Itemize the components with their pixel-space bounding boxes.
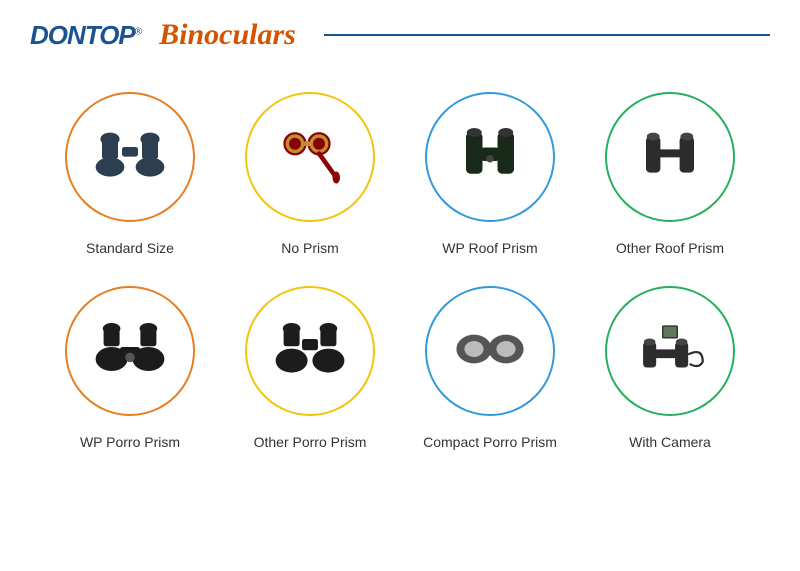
- product-label: Other Roof Prism: [616, 240, 724, 256]
- product-item[interactable]: Other Roof Prism: [590, 92, 750, 256]
- product-circle: [425, 92, 555, 222]
- product-item[interactable]: WP Porro Prism: [50, 286, 210, 450]
- binoculars-icon: [450, 319, 530, 384]
- product-label: Compact Porro Prism: [423, 434, 557, 450]
- product-item[interactable]: Other Porro Prism: [230, 286, 390, 450]
- product-item[interactable]: Standard Size: [50, 92, 210, 256]
- product-item[interactable]: No Prism: [230, 92, 390, 256]
- product-label: WP Porro Prism: [80, 434, 180, 450]
- binoculars-icon: [450, 125, 530, 190]
- product-circle: [605, 286, 735, 416]
- product-label: Standard Size: [86, 240, 174, 256]
- product-circle: [65, 286, 195, 416]
- brand-logo: DONTOP®: [30, 20, 141, 51]
- binoculars-icon: [270, 319, 350, 384]
- product-label: No Prism: [281, 240, 339, 256]
- binoculars-icon: [630, 319, 710, 384]
- binoculars-icon: [630, 125, 710, 190]
- binoculars-icon: [90, 125, 170, 190]
- header-rule: [324, 34, 770, 36]
- product-circle: [425, 286, 555, 416]
- product-circle: [65, 92, 195, 222]
- product-circle: [605, 92, 735, 222]
- product-circle: [245, 92, 375, 222]
- product-item[interactable]: WP Roof Prism: [410, 92, 570, 256]
- page-title: Binoculars: [159, 18, 296, 52]
- product-circle: [245, 286, 375, 416]
- logo-registered: ®: [135, 26, 141, 37]
- product-grid: Standard Size No Prism WP Roof Prism Other …: [30, 82, 770, 460]
- product-label: With Camera: [629, 434, 711, 450]
- product-label: WP Roof Prism: [442, 240, 537, 256]
- product-label: Other Porro Prism: [254, 434, 367, 450]
- binoculars-icon: [90, 319, 170, 384]
- page-header: DONTOP® Binoculars: [30, 18, 770, 52]
- logo-text: DONTOP: [30, 20, 135, 50]
- product-item[interactable]: Compact Porro Prism: [410, 286, 570, 450]
- binoculars-icon: [270, 125, 350, 190]
- product-item[interactable]: With Camera: [590, 286, 750, 450]
